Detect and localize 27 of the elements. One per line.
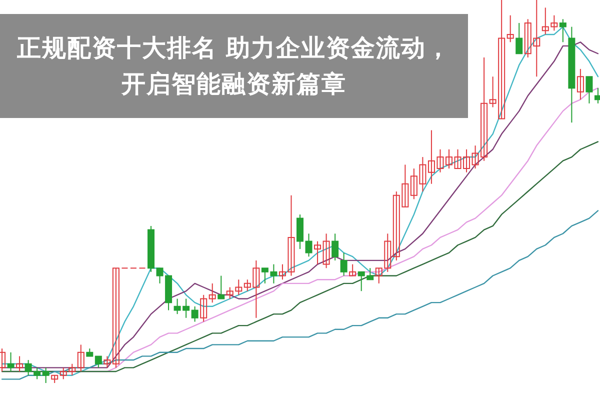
candlestick <box>340 252 348 276</box>
candlestick <box>42 367 50 384</box>
candlestick <box>208 282 216 304</box>
candlestick <box>322 233 330 269</box>
candlestick <box>506 14 514 43</box>
candlestick <box>586 76 593 104</box>
title-banner: 正规配资十大排名 助力企业资金流动，开启智能融资新篇章 <box>0 14 468 118</box>
candlestick <box>576 68 584 100</box>
candlestick <box>332 233 339 261</box>
candlestick <box>16 356 24 372</box>
candlestick <box>218 275 225 300</box>
candlestick <box>349 264 356 276</box>
candlestick <box>112 268 120 368</box>
candlestick <box>94 356 102 368</box>
candlestick <box>77 344 84 372</box>
candlestick <box>559 18 566 43</box>
candlestick <box>296 214 304 250</box>
candlestick <box>0 348 6 372</box>
candlestick <box>445 148 452 170</box>
candlestick <box>305 233 312 258</box>
candlestick <box>7 352 14 372</box>
candlestick <box>516 22 523 54</box>
candlestick <box>200 294 208 322</box>
candlestick <box>594 88 600 104</box>
candlestick <box>191 306 198 322</box>
candlestick <box>314 240 322 265</box>
candlestick <box>104 356 111 368</box>
